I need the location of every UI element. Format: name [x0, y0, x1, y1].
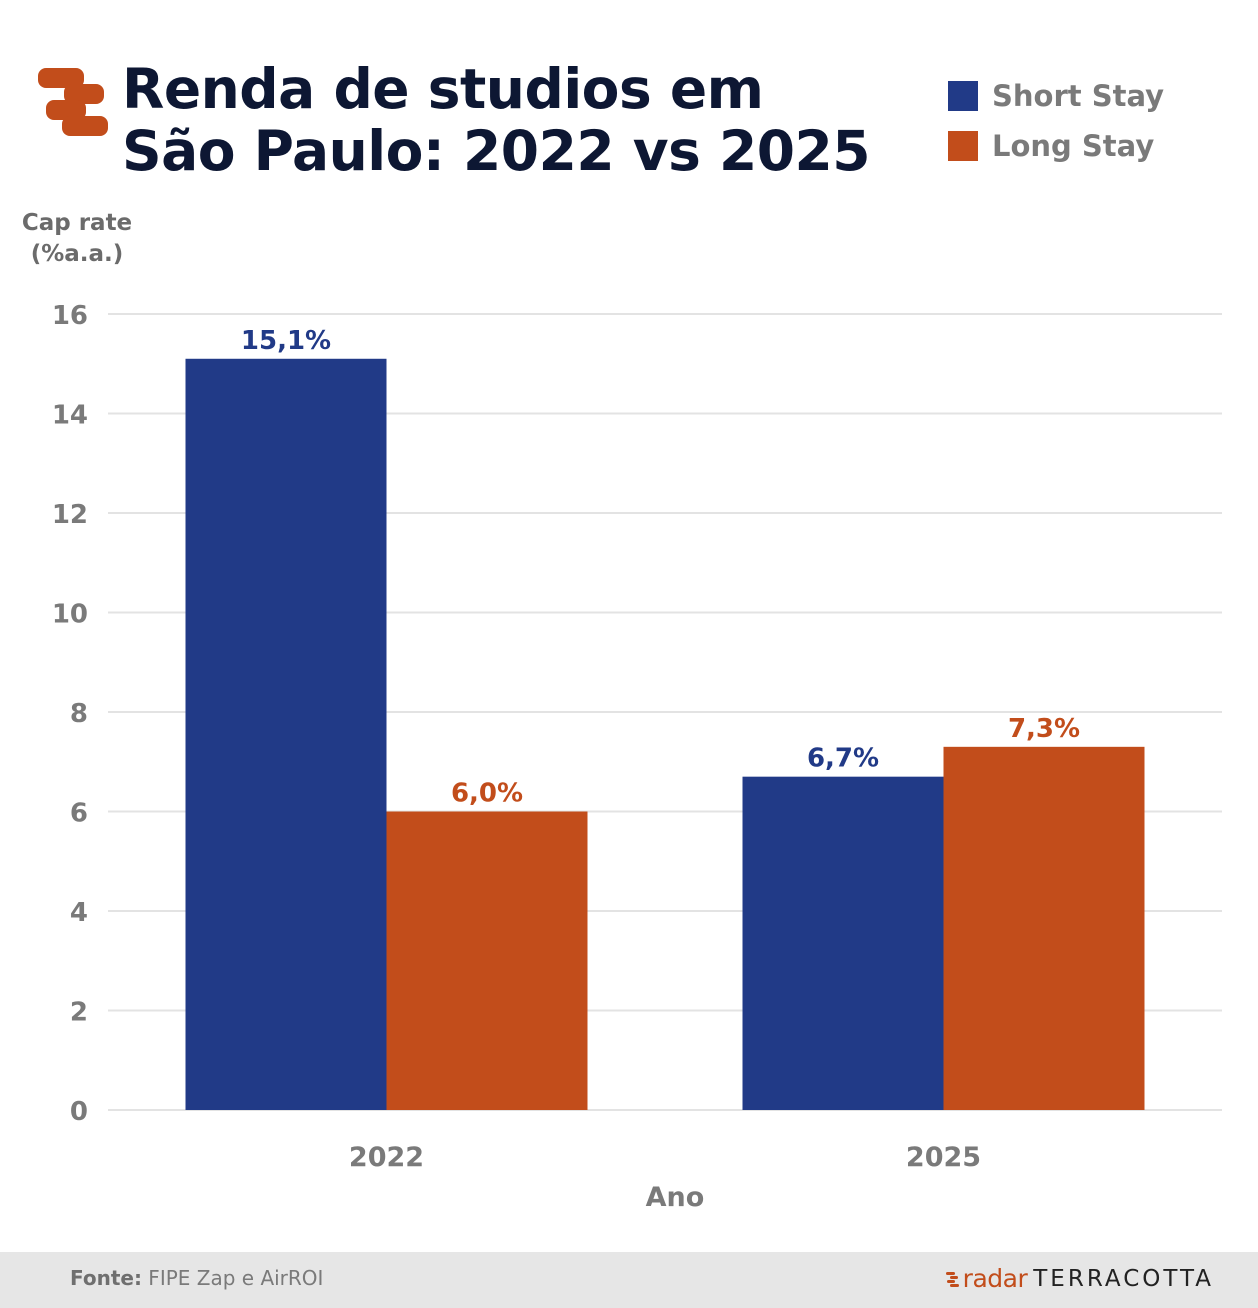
chart-title: Renda de studios em São Paulo: 2022 vs 2…: [122, 57, 871, 183]
data-label-short-stay-2025: 6,7%: [807, 744, 879, 774]
x-axis-title: Ano: [646, 1182, 705, 1213]
x-tick-label-2025: 2025: [906, 1142, 981, 1173]
chart-title-line1: Renda de studios em: [122, 57, 764, 121]
legend-label-long-stay: Long Stay: [992, 129, 1155, 163]
footer: Fonte: FIPE Zap e AirROI radar TERRACOTT…: [0, 1252, 1258, 1308]
bar-short-stay-2022: [185, 358, 387, 1110]
legend-swatch-short-stay: [948, 81, 978, 111]
legend-label-short-stay: Short Stay: [992, 79, 1165, 113]
y-axis-title: Cap rate (%a.a.): [14, 208, 140, 270]
legend: Short Stay Long Stay: [948, 78, 1164, 178]
x-tick-label-2022: 2022: [349, 1142, 424, 1173]
brand-logo: radar TERRACOTTA: [945, 1264, 1214, 1293]
bar-chart: 0 2 4 6 8 10 12 14 16 15,1% 6,0% 2022 6,7% 7,3% 2025 An…: [52, 301, 1222, 1213]
bar-long-stay-2022: [386, 811, 588, 1110]
y-tick-label-14: 14: [52, 401, 88, 431]
data-label-long-stay-2025: 7,3%: [1008, 714, 1080, 744]
source-text: Fonte: FIPE Zap e AirROI: [70, 1266, 323, 1290]
brand-terracotta: TERRACOTTA: [1033, 1265, 1214, 1292]
bar-short-stay-2025: [742, 776, 944, 1110]
radar-brand-icon: [945, 1271, 959, 1287]
legend-swatch-long-stay: [948, 131, 978, 161]
y-axis-title-line2: (%a.a.): [30, 241, 124, 267]
y-tick-label-10: 10: [52, 600, 88, 630]
data-label-long-stay-2022: 6,0%: [451, 779, 523, 809]
y-tick-label-2: 2: [70, 998, 88, 1028]
chart-title-line2: São Paulo: 2022 vs 2025: [122, 119, 871, 183]
y-tick-label-12: 12: [52, 500, 88, 530]
legend-item-long-stay: Long Stay: [948, 128, 1164, 164]
brand-radar: radar: [962, 1264, 1028, 1293]
source-label: Fonte:: [70, 1266, 142, 1290]
y-tick-label-6: 6: [70, 799, 88, 829]
legend-item-short-stay: Short Stay: [948, 78, 1164, 114]
y-tick-label-8: 8: [70, 699, 88, 729]
source-value: FIPE Zap e AirROI: [141, 1266, 324, 1290]
data-label-short-stay-2022: 15,1%: [241, 326, 331, 356]
y-tick-label-4: 4: [70, 898, 88, 928]
y-tick-label-0: 0: [70, 1097, 88, 1127]
terracotta-logo-icon: [38, 68, 108, 136]
bar-long-stay-2025: [943, 746, 1145, 1110]
y-axis-title-line1: Cap rate: [21, 210, 133, 236]
y-tick-label-16: 16: [52, 301, 88, 331]
